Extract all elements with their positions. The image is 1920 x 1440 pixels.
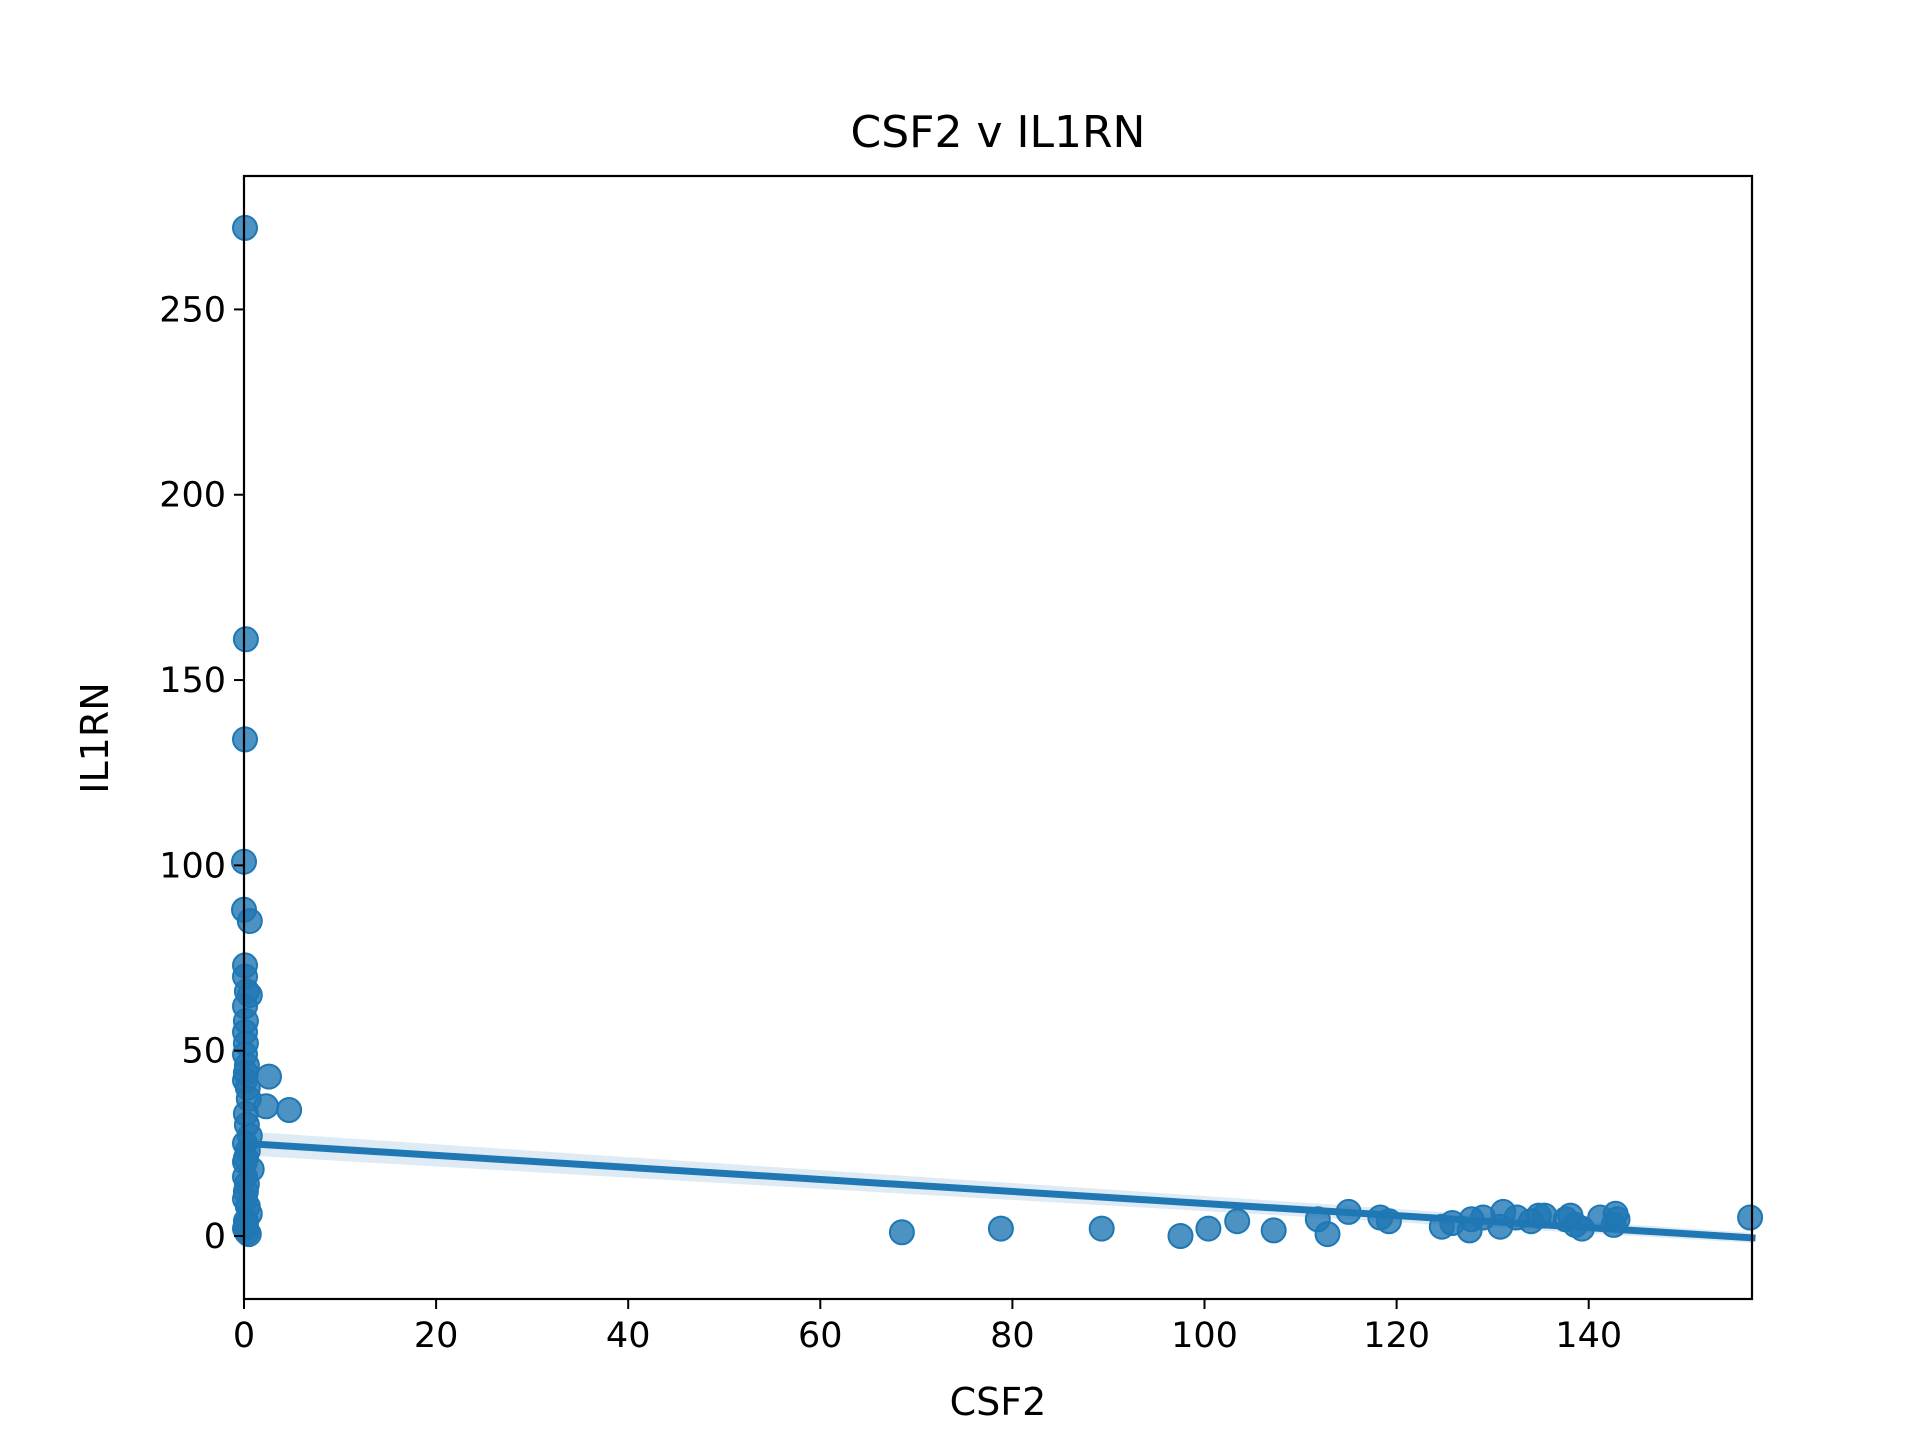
data-point [1195, 1215, 1222, 1242]
data-point [1737, 1204, 1764, 1231]
data-point [1088, 1215, 1115, 1242]
y-axis-ticks: 0 50 100 150 200 250 [159, 290, 244, 1257]
y-tick-label: 250 [159, 290, 226, 330]
y-tick-label: 0 [204, 1217, 226, 1257]
data-point [236, 908, 263, 934]
x-tick-label: 40 [606, 1316, 651, 1356]
y-tick-label: 100 [159, 846, 226, 886]
y-tick-label: 150 [159, 661, 226, 701]
plot-area [231, 174, 1764, 1301]
data-point [1167, 1223, 1194, 1249]
data-point [1260, 1217, 1287, 1244]
data-point [1224, 1208, 1251, 1235]
data-point [1314, 1221, 1341, 1248]
data-point [232, 1211, 259, 1238]
x-axis-label: CSF2 [950, 1380, 1047, 1424]
regression-line-stroke [240, 1139, 1756, 1242]
x-tick-label: 20 [414, 1316, 459, 1356]
x-tick-label: 100 [1171, 1316, 1238, 1356]
axes-frame [242, 174, 1754, 1301]
data-point [987, 1215, 1014, 1242]
y-axis-label: IL1RN [73, 682, 117, 793]
data-point [276, 1097, 303, 1123]
axes-background [244, 176, 1752, 1299]
x-tick-label: 0 [233, 1316, 255, 1356]
x-axis-ticks: 0 20 40 60 80 100 120 140 [233, 1299, 1622, 1356]
x-tick-label: 120 [1363, 1316, 1430, 1356]
y-tick-label: 50 [181, 1032, 226, 1072]
data-point [888, 1219, 915, 1246]
x-tick-label: 140 [1555, 1316, 1622, 1356]
chart-title: CSF2 v IL1RN [851, 107, 1146, 158]
regression-line [240, 1139, 1756, 1242]
x-tick-label: 80 [990, 1316, 1035, 1356]
x-tick-label: 60 [798, 1316, 843, 1356]
data-point [256, 1063, 282, 1090]
y-tick-label: 200 [159, 476, 226, 516]
data-points [231, 214, 1764, 1249]
data-point [232, 626, 259, 653]
